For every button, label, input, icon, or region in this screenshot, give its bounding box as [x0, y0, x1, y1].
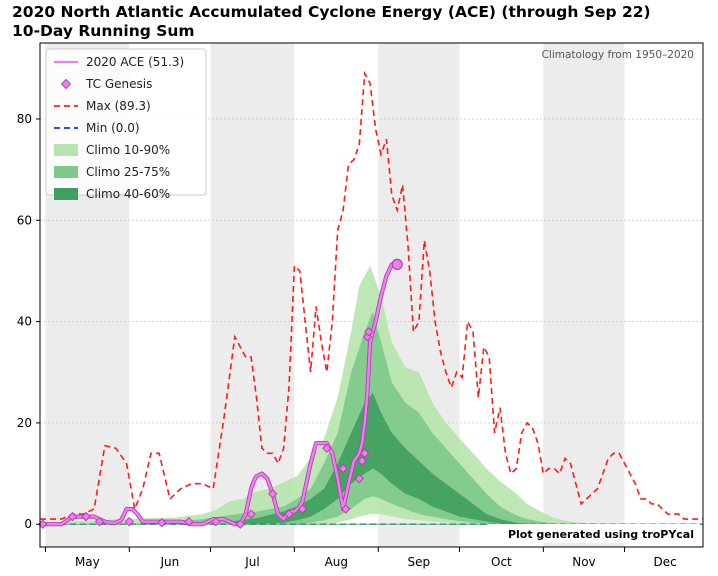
x-tick-label: Dec: [653, 555, 676, 569]
chart-titles: 2020 North Atlantic Accumulated Cyclone …: [12, 3, 651, 41]
credit-text: Plot generated using troPYcal: [508, 528, 694, 541]
genesis-marker: [354, 473, 365, 484]
x-tick-label: Aug: [325, 555, 348, 569]
genesis-marker: [357, 456, 367, 466]
climatology-note: Climatology from 1950–2020: [542, 49, 694, 61]
x-tick-label: Sep: [408, 555, 431, 569]
y-tick-label: 20: [17, 416, 32, 430]
genesis-marker: [184, 516, 194, 527]
chart-title: 2020 North Atlantic Accumulated Cyclone …: [12, 3, 651, 21]
climatology-bands: [40, 265, 703, 525]
y-tick-label: 40: [17, 315, 32, 329]
chart-subtitle: 10-Day Running Sum: [12, 22, 195, 40]
credit-box: [488, 524, 700, 543]
legend-swatch-patch: [54, 166, 78, 178]
genesis-marker: [341, 504, 351, 514]
climo-25-75-band: [148, 311, 555, 525]
legend-label: Max (89.3): [86, 99, 151, 113]
month-shade: [210, 43, 295, 547]
legend-label: 2020 ACE (51.3): [86, 55, 184, 69]
legend-label: Climo 25-75%: [86, 165, 170, 179]
genesis-marker: [322, 443, 332, 453]
x-tick-label: Nov: [572, 555, 595, 569]
genesis-marker: [246, 509, 256, 519]
max-line: [40, 70, 703, 520]
legend-label: TC Genesis: [85, 77, 152, 91]
genesis-marker: [360, 448, 370, 458]
legend-label: Climo 10-90%: [86, 143, 170, 157]
legend-swatch-marker: [60, 78, 72, 90]
legend-swatch-patch: [54, 144, 78, 156]
x-tick-label: May: [75, 555, 100, 569]
genesis-marker: [124, 516, 135, 527]
genesis-marker: [297, 504, 308, 514]
y-tick-label: 0: [24, 517, 32, 531]
genesis-marker: [362, 332, 373, 342]
legend: 2020 ACE (51.3) TC Genesis Max (89.3) Min (…: [45, 48, 207, 201]
legend-label: Min (0.0): [86, 121, 140, 135]
genesis-marker: [81, 511, 91, 522]
genesis-marker: [67, 511, 78, 522]
climo-40-60-band: [229, 392, 528, 525]
genesis-marker: [284, 509, 294, 519]
genesis-marker: [211, 516, 221, 527]
ace-endpoint: [391, 258, 403, 270]
genesis-marker: [157, 517, 167, 528]
genesis-marker: [268, 489, 278, 499]
genesis-marker: [364, 327, 374, 337]
legend-box: [45, 48, 207, 196]
axes: 0 20 40 60 80 May Jun Jul Aug Sep Oct Nov Dec: [17, 112, 677, 569]
legend-label: Climo 40-60%: [86, 187, 170, 201]
genesis-markers: [37, 258, 403, 529]
x-tick-label: Oct: [491, 555, 512, 569]
legend-swatch-patch: [54, 188, 78, 200]
genesis-marker: [338, 463, 348, 474]
plot-frame: [39, 42, 704, 548]
x-tick-label: Jun: [160, 555, 180, 569]
x-tick-label: Jul: [244, 555, 259, 569]
genesis-marker: [94, 516, 105, 527]
ace-line: [40, 263, 398, 526]
genesis-marker: [235, 519, 245, 529]
y-tick-label: 80: [17, 112, 32, 126]
month-shade: [543, 43, 625, 547]
y-tick-label: 60: [17, 213, 32, 227]
